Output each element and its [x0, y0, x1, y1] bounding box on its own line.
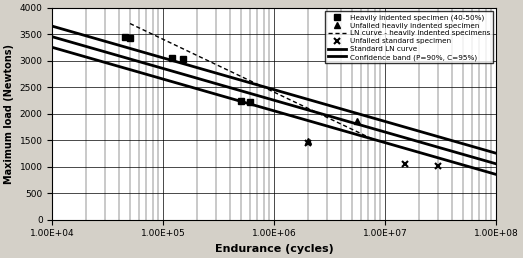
- Standard LN curve: [493, 162, 499, 165]
- Line: Unfailed standard specimen: Unfailed standard specimen: [304, 139, 442, 170]
- Heavily indented specimen (40-50%): [169, 57, 175, 60]
- LN curve - heavily indented specimens: [349, 128, 355, 131]
- Unfailed heavily indented specimen: [305, 140, 311, 143]
- X-axis label: Endurance (cycles): Endurance (cycles): [215, 244, 334, 254]
- Confidence band (P=90%, C=95%): [314, 100, 320, 103]
- Line: LN curve - heavily indented specimens: LN curve - heavily indented specimens: [130, 23, 374, 140]
- Standard LN curve: [413, 140, 419, 143]
- Unfailed standard specimen: [305, 141, 311, 144]
- Standard LN curve: [290, 104, 296, 107]
- LN curve - heavily indented specimens: [272, 91, 279, 94]
- LN curve - heavily indented specimens: [333, 120, 339, 123]
- Heavily indented specimen (40-50%): [122, 35, 128, 38]
- Heavily indented specimen (40-50%): [127, 37, 133, 40]
- Confidence band (P=90%, C=95%): [290, 93, 296, 96]
- Y-axis label: Maximum load (Newtons): Maximum load (Newtons): [4, 44, 14, 184]
- Standard LN curve: [263, 96, 269, 100]
- Line: Confidence band (P=90%, C=95%): Confidence band (P=90%, C=95%): [52, 26, 496, 153]
- Heavily indented specimen (40-50%): [247, 101, 253, 104]
- LN curve - heavily indented specimens: [128, 22, 134, 26]
- Standard LN curve: [314, 111, 320, 114]
- Confidence band (P=90%, C=95%): [260, 85, 266, 88]
- LN curve - heavily indented specimens: [272, 91, 278, 94]
- Unfailed standard specimen: [435, 165, 441, 168]
- Line: Unfailed heavily indented specimen: Unfailed heavily indented specimen: [304, 118, 360, 145]
- Line: Heavily indented specimen (40-50%): Heavily indented specimen (40-50%): [122, 34, 253, 105]
- Confidence band (P=90%, C=95%): [413, 129, 419, 132]
- Standard LN curve: [260, 96, 266, 99]
- Confidence band (P=90%, C=95%): [49, 25, 55, 28]
- Line: Standard LN curve: Standard LN curve: [52, 37, 496, 164]
- LN curve - heavily indented specimens: [371, 139, 378, 142]
- Heavily indented specimen (40-50%): [180, 57, 186, 60]
- Confidence band (P=90%, C=95%): [263, 86, 269, 89]
- LN curve - heavily indented specimens: [127, 22, 133, 25]
- Standard LN curve: [49, 35, 55, 38]
- Heavily indented specimen (40-50%): [238, 100, 244, 103]
- Confidence band (P=90%, C=95%): [493, 152, 499, 155]
- Unfailed heavily indented specimen: [354, 119, 360, 123]
- Legend: Heavily indented specimen (40-50%), Unfailed heavily indented specimen, LN curve: Heavily indented specimen (40-50%), Unfa…: [325, 11, 493, 63]
- Standard LN curve: [483, 159, 489, 163]
- Confidence band (P=90%, C=95%): [483, 149, 489, 152]
- LN curve - heavily indented specimens: [277, 93, 283, 96]
- Unfailed standard specimen: [402, 163, 408, 166]
